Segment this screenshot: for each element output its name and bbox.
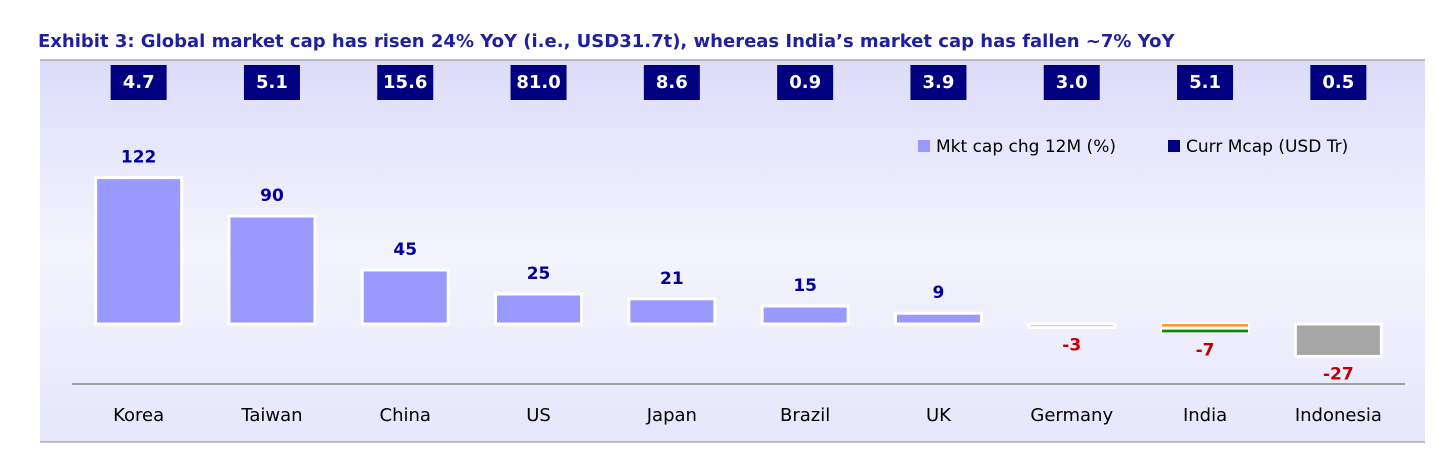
mcap-box bbox=[643, 65, 700, 100]
mcap-label: 3.0 bbox=[1056, 72, 1088, 93]
mcap-box bbox=[377, 65, 434, 100]
x-tick-label: Japan bbox=[646, 405, 697, 426]
x-tick-label: Brazil bbox=[780, 405, 830, 426]
x-tick-label: Taiwan bbox=[240, 405, 302, 426]
chart-title: Exhibit 3: Global market cap has risen 2… bbox=[38, 31, 1175, 52]
data-label: 15 bbox=[793, 276, 817, 296]
data-label: -3 bbox=[1062, 336, 1081, 356]
x-tick-label: China bbox=[380, 405, 431, 426]
x-tick-label: Korea bbox=[113, 405, 164, 426]
mcap-box bbox=[1043, 65, 1100, 100]
bar bbox=[360, 268, 450, 326]
data-label: -27 bbox=[1323, 364, 1354, 384]
bar bbox=[1293, 322, 1383, 358]
mcap-box bbox=[243, 65, 300, 100]
data-label: 45 bbox=[393, 240, 417, 260]
legend-swatch bbox=[1168, 140, 1180, 152]
bar bbox=[893, 311, 983, 326]
bar bbox=[1027, 322, 1117, 330]
x-tick-label: Indonesia bbox=[1295, 405, 1382, 426]
mcap-box bbox=[510, 65, 567, 100]
mcap-label: 3.9 bbox=[923, 72, 955, 93]
mcap-label: 5.1 bbox=[1189, 72, 1221, 93]
mcap-label: 0.9 bbox=[789, 72, 821, 93]
mcap-label: 15.6 bbox=[383, 72, 427, 93]
mcap-box bbox=[1177, 65, 1234, 100]
data-label: 25 bbox=[527, 264, 551, 284]
bar bbox=[227, 214, 317, 326]
x-tick-label: UK bbox=[926, 405, 952, 426]
x-tick-label: US bbox=[526, 405, 551, 426]
bar bbox=[760, 304, 850, 326]
mcap-label: 5.1 bbox=[256, 72, 288, 93]
bar bbox=[94, 176, 184, 326]
data-label: 122 bbox=[121, 148, 157, 168]
x-tick-label: Germany bbox=[1030, 405, 1113, 426]
bar bbox=[627, 297, 717, 326]
data-label: 9 bbox=[933, 283, 945, 303]
bar bbox=[494, 292, 584, 326]
mcap-box bbox=[1310, 65, 1367, 100]
mcap-box bbox=[910, 65, 967, 100]
legend-swatch bbox=[918, 140, 930, 152]
mcap-box bbox=[777, 65, 834, 100]
data-label: 21 bbox=[660, 269, 684, 289]
x-tick-label: India bbox=[1183, 405, 1227, 426]
bar-stripe bbox=[1162, 324, 1249, 327]
bar-stripe bbox=[1162, 329, 1249, 333]
bar-stripe bbox=[1162, 326, 1249, 330]
mcap-label: 8.6 bbox=[656, 72, 688, 93]
legend-label: Curr Mcap (USD Tr) bbox=[1186, 137, 1348, 157]
legend-label: Mkt cap chg 12M (%) bbox=[936, 137, 1116, 157]
mcap-label: 0.5 bbox=[1322, 72, 1354, 93]
mcap-box bbox=[110, 65, 167, 100]
data-label: -7 bbox=[1196, 340, 1215, 360]
mcap-label: 4.7 bbox=[123, 72, 155, 93]
data-label: 90 bbox=[260, 186, 284, 206]
mcap-label: 81.0 bbox=[516, 72, 560, 93]
